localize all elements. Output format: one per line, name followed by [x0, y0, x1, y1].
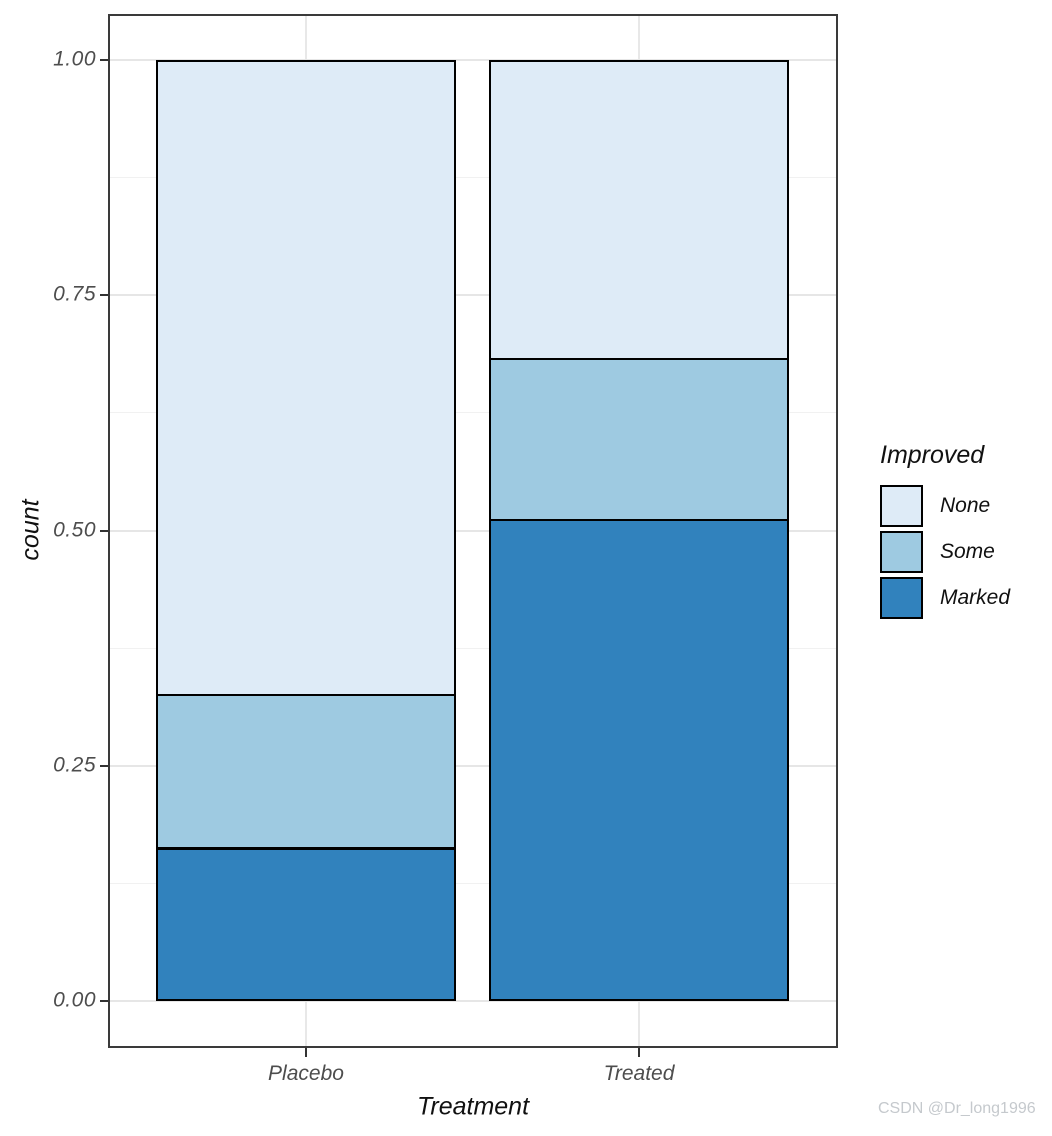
- watermark-text: CSDN @Dr_long1996: [878, 1100, 1036, 1117]
- legend-item-marked: Marked: [880, 577, 1010, 619]
- legend-title: Improved: [880, 441, 985, 469]
- x-tick-mark: [638, 1048, 640, 1057]
- y-tick-mark: [100, 764, 108, 767]
- legend-key-swatch: [880, 531, 923, 573]
- gridline-minor: [110, 177, 836, 179]
- gridline-major: [110, 59, 836, 61]
- y-tick-mark: [100, 294, 108, 297]
- x-tick-mark: [305, 1048, 307, 1057]
- x-tick-label-placebo: Placebo: [268, 1062, 344, 1085]
- bar-segment-treated-some: [489, 358, 789, 521]
- plot-panel: [108, 14, 838, 1048]
- bar-segment-treated-none: [489, 60, 789, 360]
- legend-key-swatch: [880, 577, 923, 619]
- y-tick-label: 1.00: [53, 47, 96, 71]
- legend-item-some: Some: [880, 531, 1010, 573]
- legend-label: Some: [940, 540, 995, 563]
- gridline-major: [110, 764, 836, 767]
- bar-segment-placebo-some: [156, 694, 456, 849]
- y-tick-label: 0.50: [53, 518, 96, 542]
- legend-label: Marked: [940, 586, 1011, 609]
- legend: Improved None Some Marked: [880, 441, 1010, 623]
- legend-item-none: None: [880, 485, 1010, 527]
- y-tick-mark: [100, 1000, 108, 1002]
- x-axis-title: Treatment: [416, 1092, 530, 1121]
- y-tick-label: 0.00: [53, 988, 96, 1012]
- y-tick-label: 0.25: [53, 753, 96, 777]
- y-axis-title: count: [16, 499, 45, 561]
- gridline-major: [110, 529, 836, 532]
- gridline-major: [110, 1000, 836, 1002]
- y-tick-label: 0.75: [53, 282, 96, 306]
- x-tick-label-treated: Treated: [603, 1062, 675, 1085]
- gridline-minor: [110, 882, 836, 884]
- gridline-minor: [110, 412, 836, 414]
- bar-segment-placebo-none: [156, 60, 456, 696]
- bar-segment-treated-marked: [489, 519, 789, 1001]
- legend-items: None Some Marked: [880, 485, 1010, 619]
- y-tick-mark: [100, 59, 108, 61]
- bar-segment-placebo-marked: [156, 848, 456, 1001]
- gridline-major: [110, 294, 836, 297]
- gridline-minor: [110, 647, 836, 649]
- legend-key-swatch: [880, 485, 923, 527]
- y-tick-mark: [100, 529, 108, 532]
- legend-label: None: [940, 494, 991, 517]
